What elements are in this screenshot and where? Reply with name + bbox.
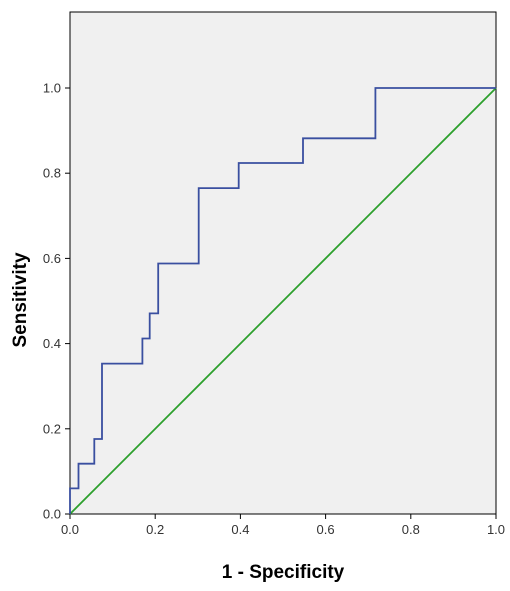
x-tick-label: 1.0 (487, 522, 505, 537)
y-tick-label: 1.0 (43, 81, 61, 96)
plot-area (69, 11, 497, 515)
y-axis-ticks: 0.0 0.2 0.4 0.6 0.8 1.0 (43, 81, 70, 522)
reference-diagonal-line (69, 87, 497, 515)
x-tick-label: 0.4 (231, 522, 249, 537)
x-axis-title: 1 - Specificity (222, 562, 345, 583)
x-tick-label: 0.8 (402, 522, 420, 537)
y-tick-label: 0.0 (43, 507, 61, 522)
y-tick-label: 0.6 (43, 251, 61, 266)
x-tick-label: 0.6 (317, 522, 335, 537)
x-tick-label: 0.0 (61, 522, 79, 537)
roc-curve-line (69, 87, 496, 514)
y-tick-label: 0.4 (43, 336, 61, 351)
y-tick-label: 0.8 (43, 166, 61, 181)
y-tick-label: 0.2 (43, 421, 61, 436)
series-layer (69, 87, 497, 515)
x-tick-label: 0.2 (146, 522, 164, 537)
y-axis-title: Sensitivity (10, 252, 31, 347)
x-axis-ticks: 0.0 0.2 0.4 0.6 0.8 1.0 (61, 514, 505, 537)
